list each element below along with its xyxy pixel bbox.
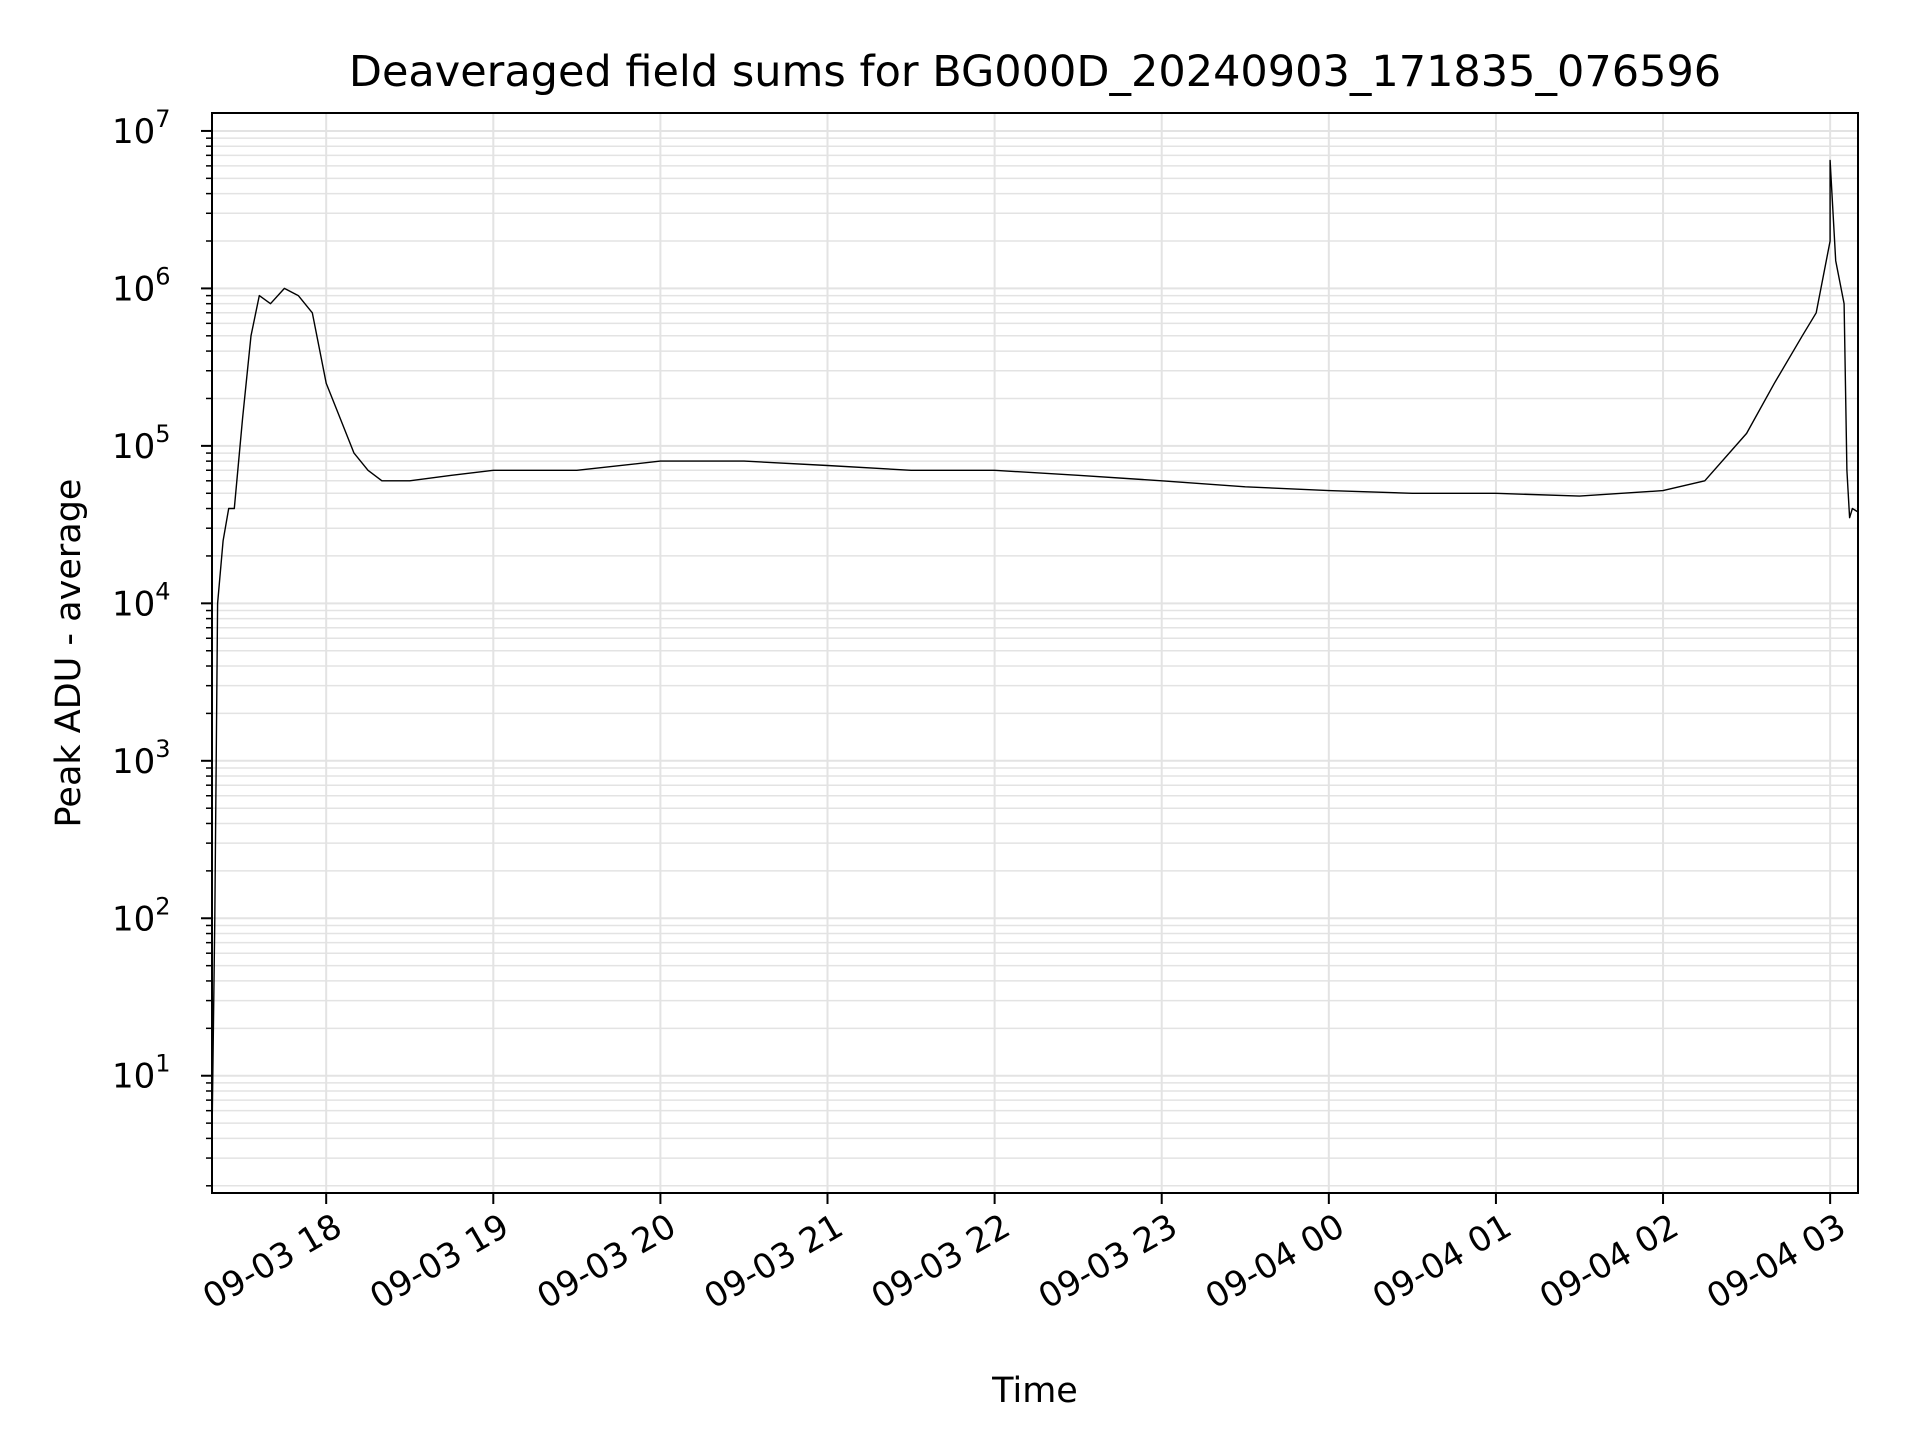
x-tick-label: 09-03 23 xyxy=(1032,1206,1184,1317)
x-tick-label: 09-03 18 xyxy=(196,1206,348,1317)
y-tick-label: 102 xyxy=(112,892,171,939)
x-tick-label: 09-04 03 xyxy=(1700,1206,1852,1317)
series-line xyxy=(211,159,1859,1139)
plot-frame xyxy=(211,112,1859,1194)
x-axis-label: Time xyxy=(991,1371,1078,1411)
y-tick-label: 107 xyxy=(112,105,171,152)
x-tick-label: 09-03 19 xyxy=(363,1206,515,1317)
minor-gridlines xyxy=(212,137,1858,1187)
x-tick-label: 09-04 00 xyxy=(1199,1206,1351,1317)
x-axis-ticks: 09-03 18 09-03 19 09-03 20 09-03 21 09-03 22… xyxy=(196,1193,1853,1317)
y-axis-ticks: 101 102 103 104 105 106 107 xyxy=(112,105,212,1187)
x-tick-label: 09-03 22 xyxy=(865,1206,1017,1317)
x-tick-label: 09-03 21 xyxy=(698,1206,850,1317)
y-tick-label: 104 xyxy=(112,577,171,624)
y-tick-label: 105 xyxy=(112,420,171,467)
y-axis-label: Peak ADU - average xyxy=(49,479,89,828)
y-tick-label: 103 xyxy=(112,735,171,782)
y-tick-label: 101 xyxy=(112,1050,171,1097)
y-tick-label: 106 xyxy=(112,262,171,309)
x-tick-label: 09-04 01 xyxy=(1366,1206,1518,1317)
x-tick-label: 09-03 20 xyxy=(531,1206,683,1317)
major-gridlines xyxy=(212,113,1858,1193)
chart-title: Deaveraged field sums for BG000D_2024090… xyxy=(349,47,1721,97)
x-tick-label: 09-04 02 xyxy=(1533,1206,1685,1317)
